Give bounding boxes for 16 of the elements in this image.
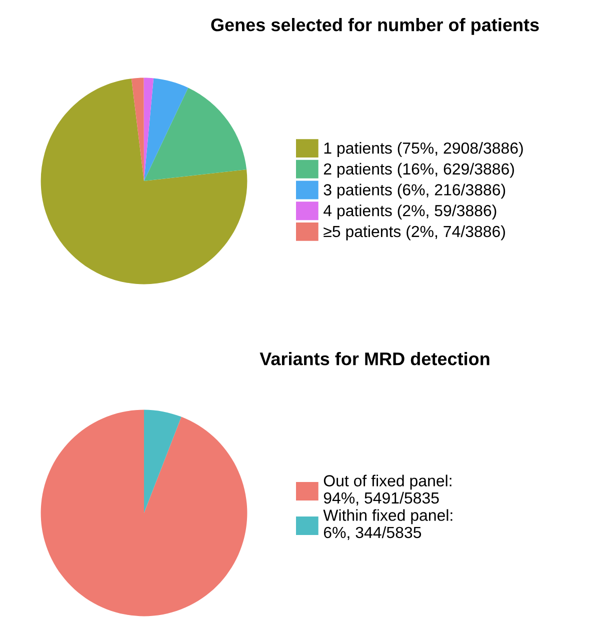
legend-label: ≥5 patients (2%, 74/3886): [324, 225, 505, 240]
legend-label: 3 patients (6%, 216/3886): [324, 184, 506, 199]
pie-slice: [144, 78, 154, 181]
pie-slice: [131, 78, 144, 181]
slice-label: Out of fixed panel: 94%, 5491/5835: [324, 474, 452, 506]
pie-slice: [144, 78, 188, 181]
legend-label: 1 patients (75%, 2908/3886): [324, 142, 523, 157]
legend-label: 2 patients (16%, 629/3886): [324, 162, 514, 178]
chart-title: Genes selected for number of patients: [211, 18, 539, 35]
pie-slice: [40, 410, 248, 616]
pie-slice: [144, 410, 182, 513]
pie-slice: [40, 78, 248, 284]
legend-label: Within fixed panel: 6%, 344/5835: [323, 509, 452, 540]
pie-slice: [144, 88, 247, 181]
legend-label: 4 patients (2%, 59/3886): [324, 204, 496, 220]
chart-title: Variants for MRD detection: [260, 352, 490, 366]
